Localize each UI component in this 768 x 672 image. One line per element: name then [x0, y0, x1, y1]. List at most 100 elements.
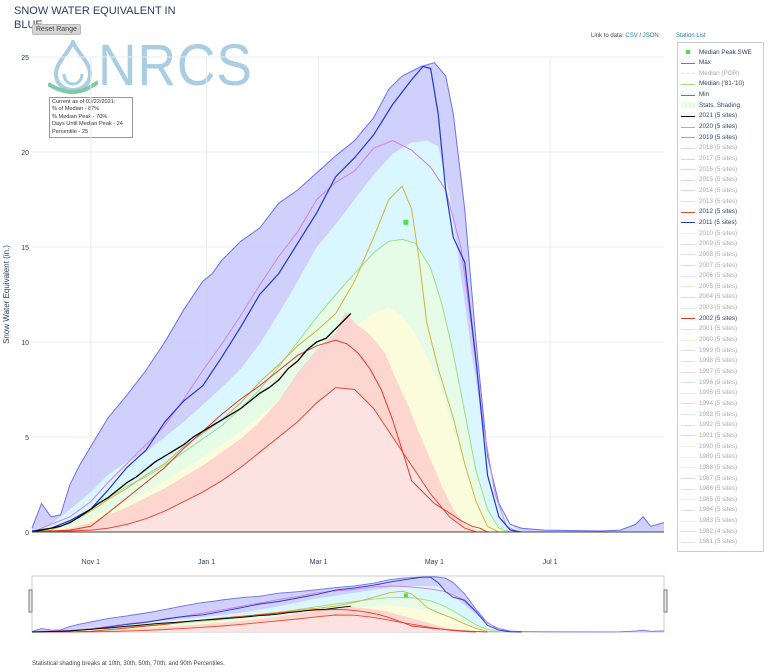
legend-item[interactable]: 2000 (5 sites)	[681, 335, 737, 345]
legend-item[interactable]: 2013 (5 sites)	[681, 196, 737, 206]
legend-swatch	[681, 81, 695, 87]
legend-swatch	[681, 187, 695, 193]
legend-item[interactable]: 2019 (5 sites)	[681, 132, 737, 142]
y-tick-label: 5	[25, 435, 29, 442]
legend-label: 1985 (5 sites)	[699, 495, 738, 503]
legend-item[interactable]: 2008 (5 sites)	[681, 249, 737, 259]
legend-item[interactable]: 2020 (5 sites)	[681, 122, 737, 132]
legend-item[interactable]: Median Peak SWE	[681, 47, 752, 57]
legend-item[interactable]: 1999 (5 sites)	[681, 345, 737, 355]
legend-item[interactable]: 1998 (5 sites)	[681, 356, 737, 366]
legend-item[interactable]: 2011 (5 sites)	[681, 217, 737, 227]
legend-item[interactable]: 2016 (5 sites)	[681, 164, 737, 174]
legend-item[interactable]: 1993 (5 sites)	[681, 409, 737, 419]
y-tick-label: 10	[21, 340, 29, 347]
legend-swatch	[681, 262, 695, 268]
legend-label: 2020 (5 sites)	[699, 123, 738, 131]
legend-item[interactable]: 2002 (5 sites)	[681, 313, 737, 323]
legend-item[interactable]: 1984 (5 sites)	[681, 505, 737, 515]
legend-item[interactable]: 1996 (5 sites)	[681, 377, 737, 387]
legend-label: 1989 (5 sites)	[699, 453, 738, 461]
legend-item[interactable]: 1981 (5 sites)	[681, 537, 737, 547]
legend-item[interactable]: 2017 (5 sites)	[681, 154, 737, 164]
legend-swatch	[681, 379, 695, 385]
info-line: % Median Peak - 70%	[52, 113, 108, 120]
json-link[interactable]: JSON	[642, 33, 659, 39]
legend-swatch	[681, 156, 695, 162]
shading-band-min-10	[32, 387, 664, 532]
legend-label: 1994 (5 sites)	[699, 399, 738, 407]
legend-label: 2021 (5 sites)	[699, 112, 738, 120]
legend-item[interactable]: 2005 (5 sites)	[681, 281, 737, 291]
legend-swatch	[681, 113, 695, 119]
legend-item[interactable]: 2015 (5 sites)	[681, 175, 737, 185]
legend-item[interactable]: Median ('81-'10)	[681, 79, 744, 89]
range-slider-right-handle[interactable]	[663, 589, 668, 613]
range-slider-line	[31, 576, 522, 633]
legend-item[interactable]: 2009 (5 sites)	[681, 239, 737, 249]
series-line	[31, 65, 522, 533]
legend-swatch	[681, 518, 695, 524]
legend-swatch	[681, 145, 695, 151]
legend-label: 2016 (5 sites)	[699, 165, 738, 173]
csv-link[interactable]: CSV	[625, 33, 638, 39]
legend-item[interactable]: 1990 (5 sites)	[681, 441, 737, 451]
legend-item[interactable]: 1988 (5 sites)	[681, 462, 737, 472]
legend-item[interactable]: 1986 (5 sites)	[681, 484, 737, 494]
legend-label: 1990 (5 sites)	[699, 442, 738, 450]
legend-item[interactable]: 2004 (5 sites)	[681, 292, 737, 302]
info-line: % of Median - 87%	[52, 106, 100, 113]
legend-item[interactable]: 2003 (5 sites)	[681, 303, 737, 313]
x-tick-label: Nov 1	[82, 559, 100, 566]
legend-item[interactable]: 2014 (5 sites)	[681, 185, 737, 195]
legend-item[interactable]: 2001 (5 sites)	[681, 324, 737, 334]
legend-item[interactable]: 1997 (5 sites)	[681, 367, 737, 377]
legend-item[interactable]: 1987 (5 sites)	[681, 473, 737, 483]
series-line	[31, 339, 488, 533]
legend-label: 2015 (5 sites)	[699, 176, 738, 184]
legend-item[interactable]: 2021 (5 sites)	[681, 111, 737, 121]
legend-swatch	[681, 337, 695, 343]
y-tick-label: 15	[21, 245, 29, 252]
legend-item[interactable]: Median (POR)	[681, 68, 739, 78]
range-slider-peak-marker	[403, 593, 408, 598]
legend-swatch	[681, 486, 695, 492]
legend-item[interactable]: Min	[681, 90, 709, 100]
legend-item[interactable]: 1989 (5 sites)	[681, 452, 737, 462]
legend-item[interactable]: 2007 (5 sites)	[681, 260, 737, 270]
legend-swatch	[681, 528, 695, 534]
legend-item[interactable]: 1994 (5 sites)	[681, 398, 737, 408]
legend-item[interactable]: 2010 (5 sites)	[681, 228, 737, 238]
legend-label: Median (POR)	[699, 69, 740, 77]
legend-item[interactable]: 2006 (5 sites)	[681, 271, 737, 281]
swe-chart[interactable]: 0 5 10 15 20 25 Nov 1 Jan 1 Mar 1 May 1 Jul 1 Snow …	[0, 0, 676, 660]
legend-item[interactable]: 1995 (5 sites)	[681, 388, 737, 398]
legend-item[interactable]: 1982 (4 sites)	[681, 526, 737, 536]
range-slider-line	[31, 585, 518, 633]
legend-item[interactable]: 1985 (5 sites)	[681, 494, 737, 504]
legend-item[interactable]: 1983 (5 sites)	[681, 516, 737, 526]
legend-swatch	[681, 273, 695, 279]
range-slider-line	[31, 605, 351, 633]
legend-swatch	[681, 507, 695, 513]
legend-swatch	[681, 230, 695, 236]
legend-label: 2017 (5 sites)	[699, 155, 738, 162]
legend-item[interactable]: Stats. Shading	[681, 100, 740, 110]
legend-label: Max	[699, 59, 711, 67]
legend-swatch	[681, 219, 695, 225]
y-axis-label: Snow Water Equivalent (in.)	[2, 245, 11, 344]
legend-item[interactable]: Max	[681, 58, 711, 68]
series-line	[31, 387, 477, 533]
reset-range-button[interactable]: Reset Range	[32, 24, 81, 35]
legend-label: 1999 (5 sites)	[699, 346, 738, 354]
legend-item[interactable]: 2012 (5 sites)	[681, 207, 737, 217]
legend-swatch	[681, 198, 695, 204]
legend-item[interactable]: 1991 (5 sites)	[681, 430, 737, 440]
legend-label: Stats. Shading	[699, 101, 740, 109]
range-slider-left-handle[interactable]	[28, 589, 33, 613]
legend-item[interactable]: 2018 (5 sites)	[681, 143, 737, 153]
legend-label: 2005 (5 sites)	[699, 282, 738, 290]
legend-swatch	[681, 166, 695, 172]
legend-item[interactable]: 1992 (5 sites)	[681, 420, 737, 430]
station-list-link[interactable]: Station List	[676, 33, 706, 39]
